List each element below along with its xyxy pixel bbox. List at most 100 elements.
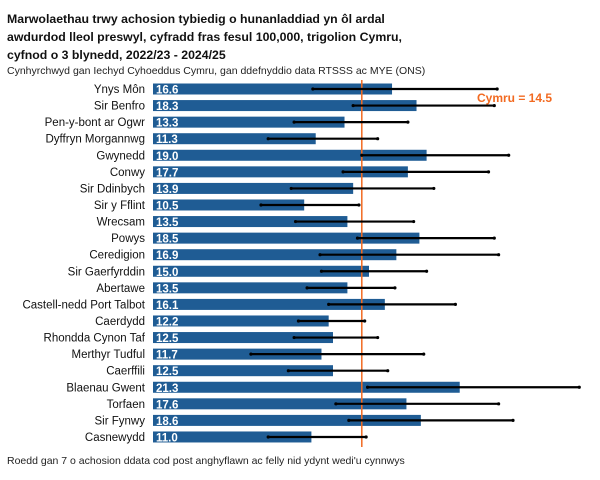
category-label: Ynys Môn <box>94 84 145 96</box>
error-cap <box>341 170 345 174</box>
category-label: Sir Benfro <box>94 101 145 113</box>
error-cap <box>347 418 351 422</box>
value-label: 11.3 <box>156 134 178 146</box>
error-cap <box>289 186 293 191</box>
bar <box>153 116 345 128</box>
error-cap <box>365 385 370 389</box>
error-cap <box>266 435 270 439</box>
value-label: 13.3 <box>156 118 178 130</box>
category-label: Merthyr Tudful <box>72 349 146 361</box>
category-label: Torfaen <box>107 399 145 411</box>
chart-subtitle: Cynhyrchwyd gan Iechyd Cyhoeddus Cymru, … <box>7 65 426 77</box>
value-label: 16.9 <box>156 250 178 262</box>
category-label: Abertawe <box>96 283 145 295</box>
category-label: Caerdydd <box>95 316 145 328</box>
bar <box>153 265 369 277</box>
category-label: Caerffili <box>106 366 145 378</box>
value-label: 18.5 <box>156 234 179 246</box>
chart-title: Marwolaethau trwy achosion tybiedig o hu… <box>7 12 402 62</box>
error-cap <box>511 418 515 422</box>
value-label: 13.9 <box>156 184 178 196</box>
category-label: Pen-y-bont ar Ogwr <box>45 117 146 129</box>
category-label: Casnewydd <box>85 432 145 444</box>
error-cap <box>293 219 298 224</box>
error-cap <box>311 87 315 91</box>
error-cap <box>507 153 511 157</box>
error-cap <box>360 153 364 157</box>
error-cap <box>495 87 499 91</box>
error-cap <box>319 269 324 273</box>
error-cap <box>351 103 355 108</box>
category-label: Sir Gaerfyrddin <box>68 266 145 278</box>
error-cap <box>422 352 426 356</box>
bar <box>153 298 385 310</box>
bar <box>153 365 333 377</box>
value-label: 17.6 <box>156 399 178 411</box>
category-label: Powys <box>111 233 145 245</box>
error-cap <box>292 335 296 340</box>
error-cap <box>355 236 360 240</box>
error-cap <box>412 219 416 224</box>
value-label: 13.5 <box>156 217 179 229</box>
error-cap <box>425 269 429 273</box>
bar <box>153 381 460 393</box>
bar <box>153 431 312 443</box>
error-cap <box>286 369 290 373</box>
bar <box>153 83 393 95</box>
error-cap <box>327 302 331 307</box>
bar <box>153 332 333 344</box>
error-cap <box>376 335 380 340</box>
value-label: 12.5 <box>156 366 179 378</box>
error-cap <box>386 369 390 373</box>
bar <box>153 249 397 261</box>
error-cap <box>334 402 338 406</box>
chart-footnote: Roedd gan 7 o achosion ddata cod post an… <box>7 455 405 467</box>
error-cap <box>259 203 263 207</box>
error-cap <box>305 286 309 290</box>
bar <box>153 149 427 161</box>
value-label: 21.3 <box>156 383 178 395</box>
category-label: Rhondda Cynon Taf <box>44 333 146 345</box>
error-cap <box>363 319 367 323</box>
bar <box>153 414 421 426</box>
bar <box>153 166 408 178</box>
category-label: Sir y Fflint <box>94 200 146 212</box>
bar <box>153 232 420 244</box>
error-cap <box>318 253 322 257</box>
error-cap <box>357 203 361 207</box>
error-cap <box>486 170 491 174</box>
value-label: 12.2 <box>156 316 178 328</box>
bar <box>153 348 322 360</box>
category-label: Sir Fynwy <box>95 415 146 427</box>
bar <box>153 182 354 194</box>
error-cap <box>296 319 301 323</box>
category-label: Ceredigion <box>89 250 145 262</box>
error-cap <box>497 402 501 406</box>
value-label: 11.7 <box>156 350 178 362</box>
error-cap <box>364 435 368 439</box>
error-cap <box>432 186 436 191</box>
bar <box>153 133 316 145</box>
error-cap <box>292 120 296 124</box>
value-label: 12.5 <box>156 333 179 345</box>
error-cap <box>497 253 501 257</box>
value-label: 16.1 <box>156 300 179 312</box>
value-label: 18.3 <box>156 101 178 113</box>
value-label: 19.0 <box>156 151 178 163</box>
category-label: Blaenau Gwent <box>66 382 145 394</box>
bar <box>153 100 417 112</box>
bar <box>153 199 305 211</box>
error-cap <box>453 302 457 307</box>
reference-label: Cymru = 14.5 <box>477 91 552 105</box>
category-label: Dyffryn Morgannwg <box>46 134 146 146</box>
category-label: Wrecsam <box>97 217 145 229</box>
error-cap <box>376 137 380 141</box>
value-label: 10.5 <box>156 200 179 212</box>
value-label: 15.0 <box>156 267 178 279</box>
error-cap <box>406 120 410 124</box>
error-cap <box>249 352 253 356</box>
bar <box>153 282 348 294</box>
error-cap <box>577 385 581 389</box>
value-label: 13.5 <box>156 283 179 295</box>
